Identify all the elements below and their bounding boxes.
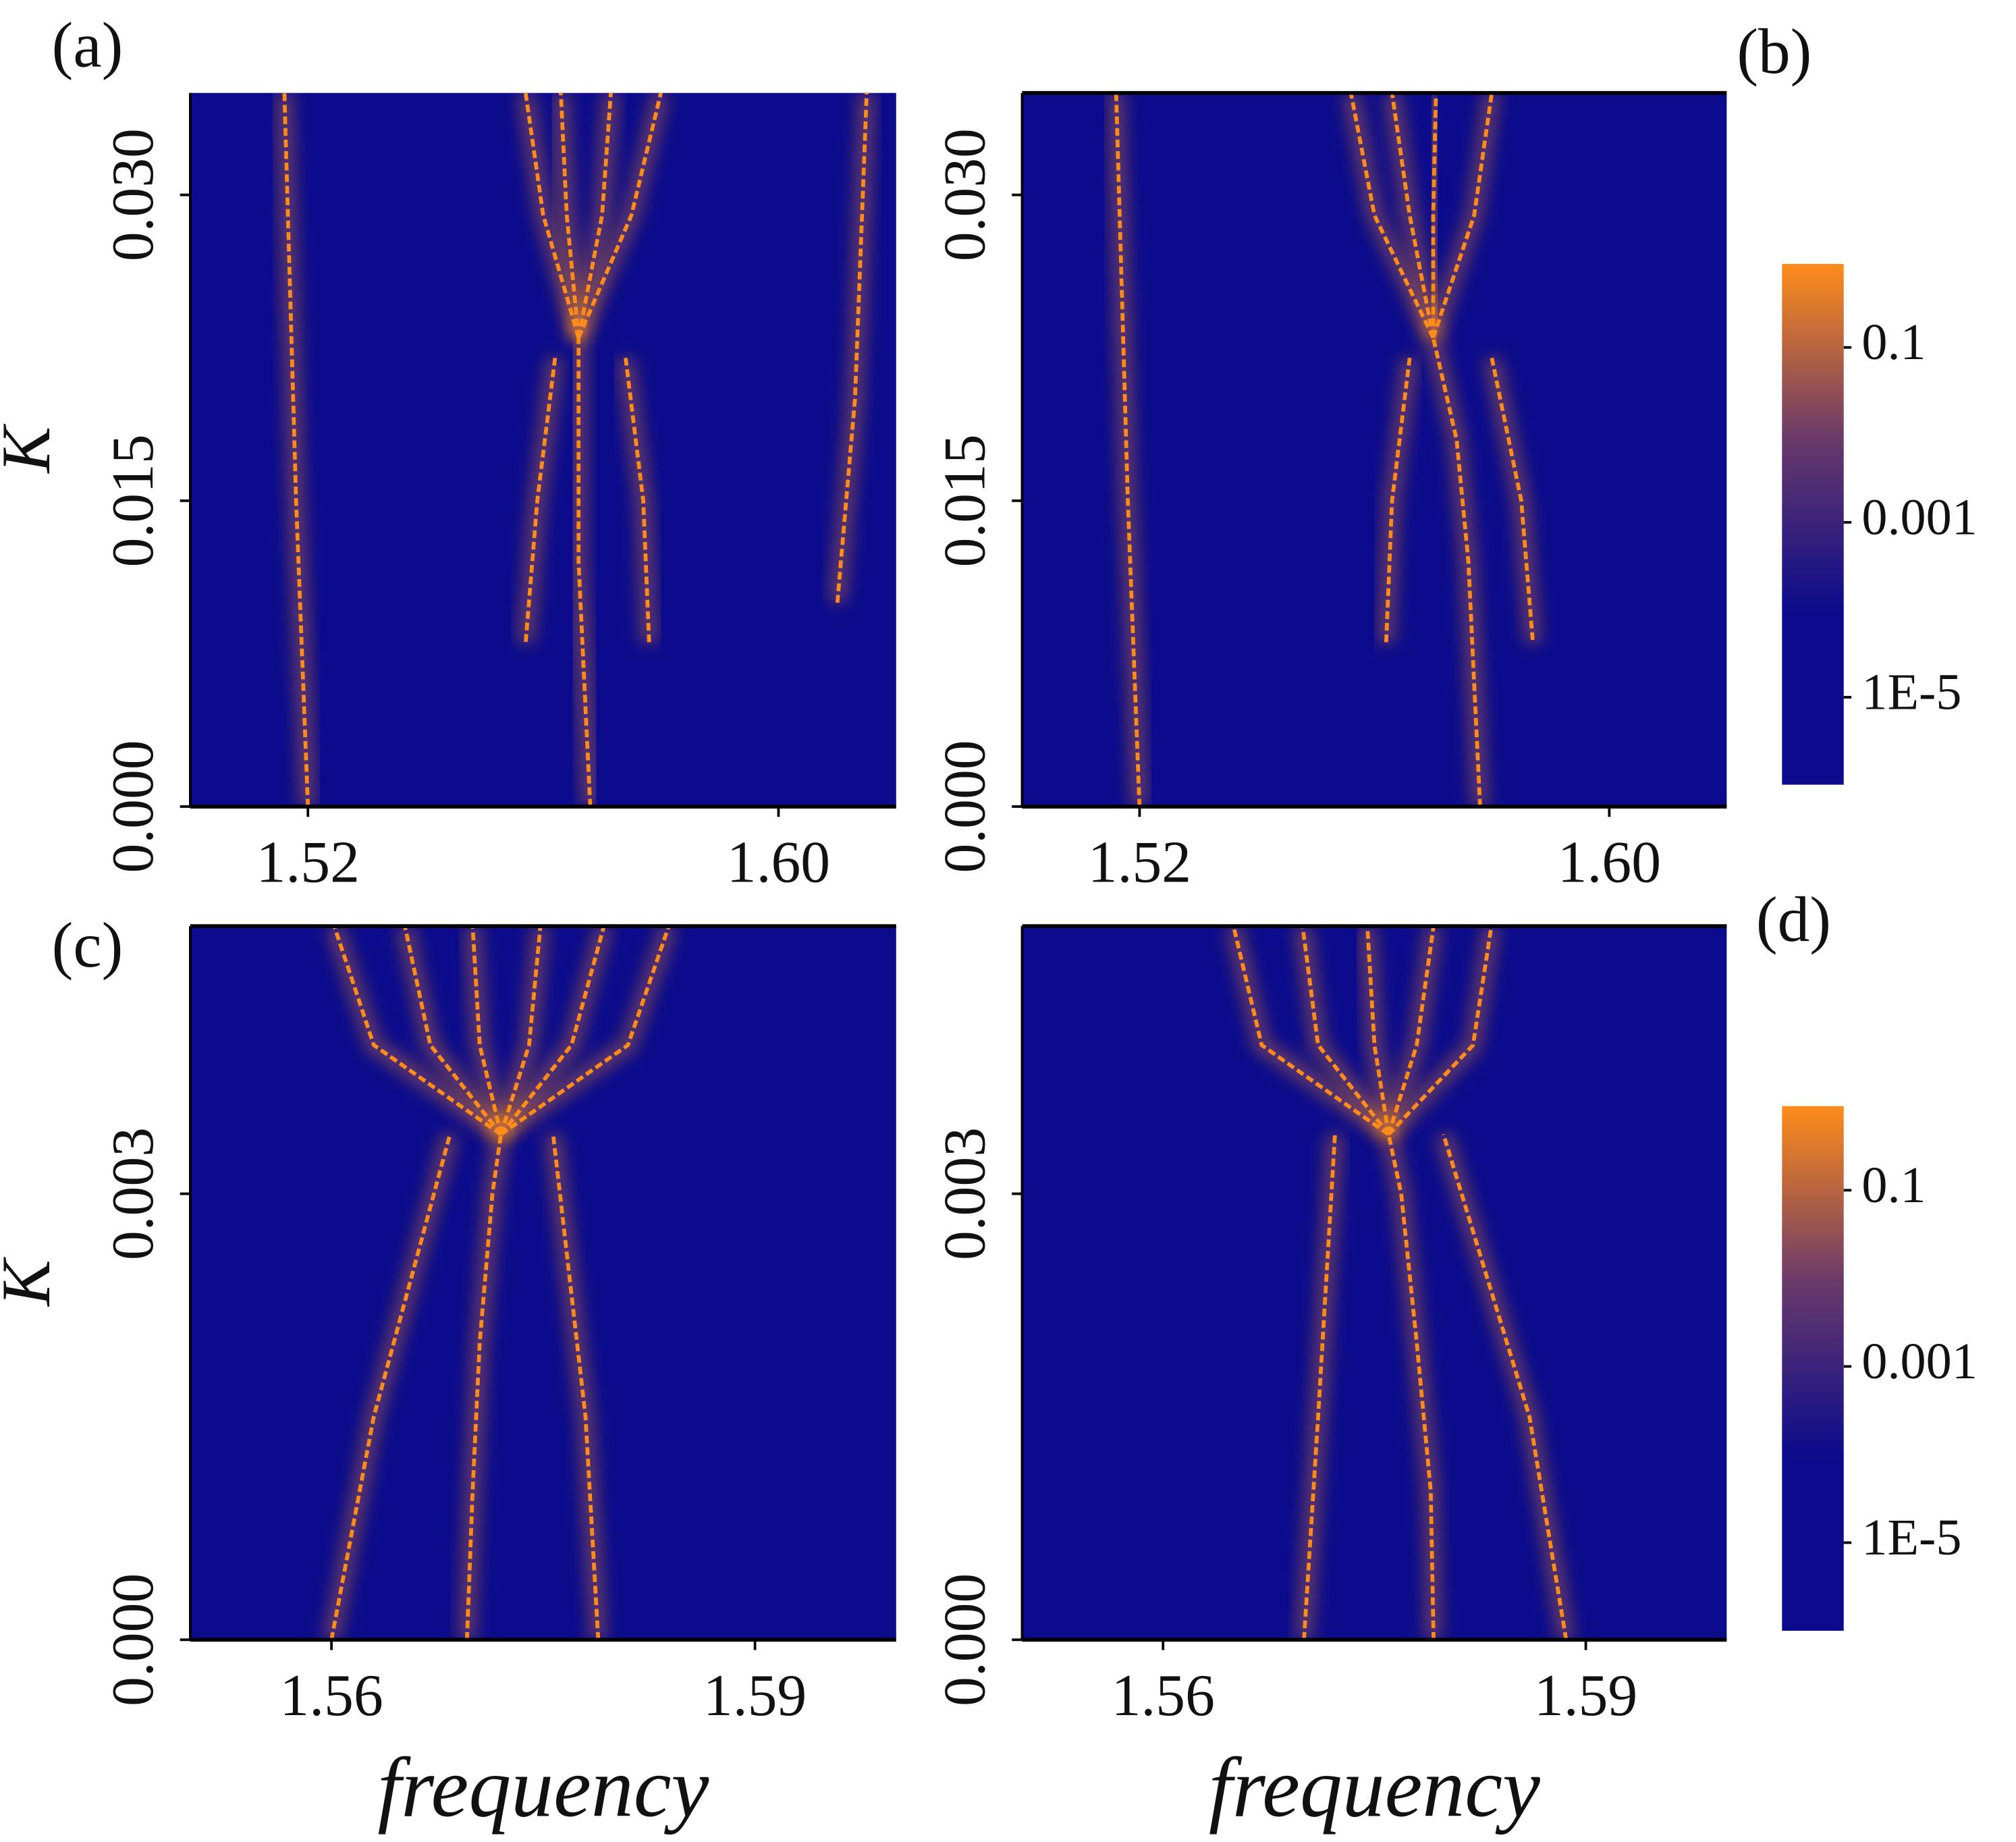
trace [1441,1133,1569,1640]
colorbar-tick-label: 1E-5 [1861,663,1961,720]
trace [523,92,580,339]
trace [1365,926,1391,1135]
trace [576,92,663,339]
trace [1387,926,1494,1136]
trace [1384,357,1412,644]
trace [1301,926,1390,1136]
y-tick-label: 0.030 [100,128,165,261]
traces [323,926,678,1640]
colorbar-tick-label: 0.001 [1861,489,1977,545]
x-axis-label: frequency [1209,1741,1540,1835]
y-tick-label: 0.000 [100,1573,165,1706]
trace [551,1134,601,1640]
trace [1386,926,1436,1135]
traces [1224,926,1575,1640]
trace [1490,357,1535,644]
trace [499,926,543,1135]
colorbar-tick-label: 0.1 [1861,1157,1926,1214]
x-tick-label: 1.56 [1112,1662,1215,1728]
traces [1107,92,1542,807]
colorbar [1782,264,1844,785]
trace [1431,337,1482,807]
trace [465,1134,503,1640]
trace [499,926,671,1136]
x-tick-label: 1.56 [279,1662,383,1728]
trace [1231,926,1390,1136]
colorbar-tick-label: 0.001 [1861,1333,1977,1390]
x-tick-label: 1.59 [1534,1662,1637,1728]
trace [835,92,869,603]
panel: 1.52 1.60 0.000 0.015 0.030 (b) 1E-5 0.001 0.1 [931,16,1977,894]
trace [1114,92,1142,807]
y-tick-label: 0.003 [100,1127,165,1260]
x-tick-label: 1.60 [727,830,830,895]
trace-glow [1342,92,1442,342]
trace [499,926,606,1136]
trace [1386,1133,1436,1640]
y-axis-label: K [0,1256,65,1307]
panel-label: (b) [1737,16,1811,87]
panel: 1.56 1.59 0.000 0.003 (c) Kfrequency [0,909,896,1835]
plot-background [190,926,896,1640]
panel-label: (d) [1756,884,1831,955]
x-tick-label: 1.52 [256,830,360,895]
panel: 1.52 1.60 0.000 0.015 0.030 (a) K [0,9,896,895]
trace [282,92,310,807]
trace [1390,92,1436,338]
x-tick-label: 1.52 [1088,830,1191,895]
trace [1302,1134,1337,1640]
y-tick-label: 0.003 [931,1127,997,1260]
trace [1431,92,1494,339]
trace [624,357,651,644]
y-tick-label: 0.000 [931,1573,997,1706]
trace [332,926,502,1136]
colorbar-tick-label: 0.1 [1861,314,1926,371]
x-tick-label: 1.60 [1558,830,1661,895]
y-tick-label: 0.015 [100,434,165,567]
trace [403,926,503,1136]
y-tick-label: 0.030 [931,128,997,261]
panel-label: (c) [52,909,124,981]
x-tick-label: 1.59 [703,1662,807,1728]
panel-label: (a) [52,9,124,81]
trace [576,337,593,807]
x-axis-label: frequency [377,1741,709,1835]
y-tick-label: 0.000 [100,740,165,873]
colorbar-tick-label: 1E-5 [1861,1509,1961,1566]
y-axis-label: K [0,423,65,475]
trace [523,357,557,644]
trace [470,926,503,1135]
colorbar [1782,1106,1844,1631]
y-tick-label: 0.000 [931,740,997,873]
traces [275,92,876,807]
panel: 1.56 1.59 0.000 0.003 (d) frequency 1E-5 0.001 0… [931,884,1977,1835]
trace [329,1133,452,1640]
y-tick-label: 0.015 [931,434,997,567]
